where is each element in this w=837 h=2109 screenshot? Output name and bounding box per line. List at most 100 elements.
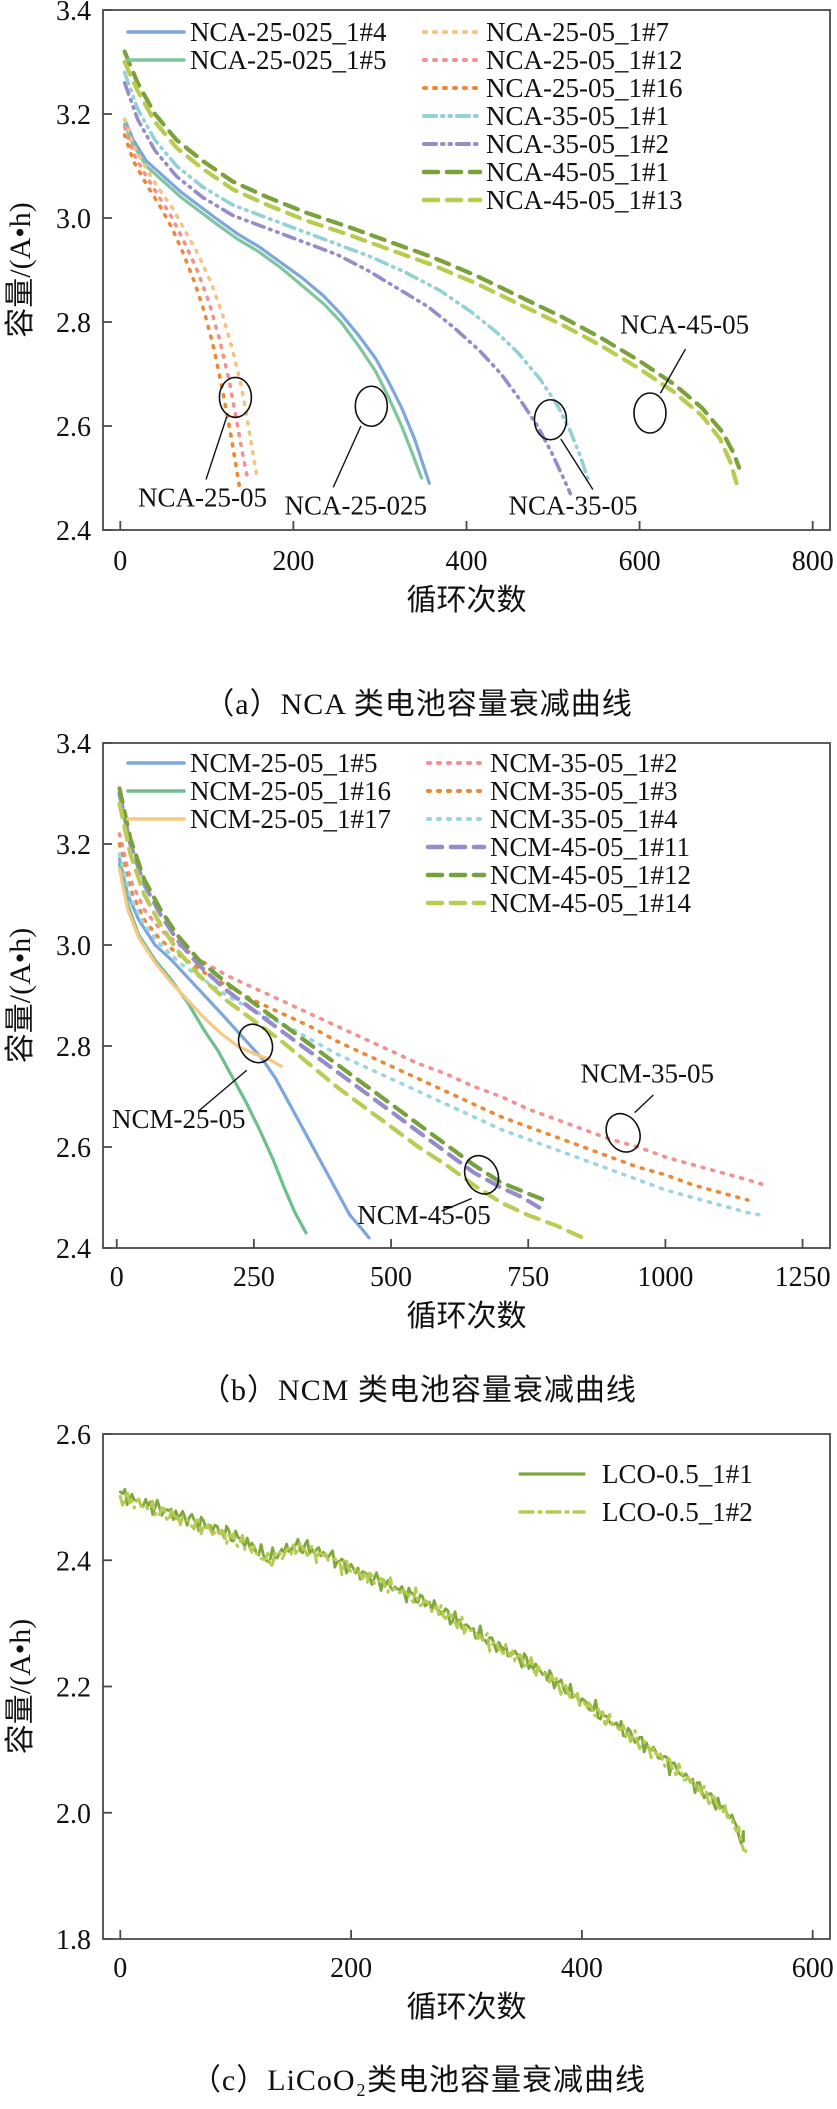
legend-label: NCA-35-05_1#1 [486,101,669,131]
annotation-circle [605,1112,641,1153]
x-tick-label: 200 [272,546,314,577]
y-tick-label: 3.2 [56,830,91,861]
annotation-label: NCM-45-05 [357,1200,491,1230]
annotation-circle [633,392,667,434]
y-tick-label: 3.4 [56,733,91,760]
series-NCM-35-05_1#4 [117,852,764,1218]
series-NCA-35-05_1#2 [122,81,573,496]
legend-label: NCA-25-025_1#5 [190,45,387,75]
annotation-leader [441,1197,472,1212]
x-tick-label: 500 [370,1262,412,1293]
annotation-circle [463,1154,500,1195]
annotation-leader [659,348,687,394]
nca-capacity-fade-chart: 0 200 400 600 800 2.4 2.6 2.8 3.0 3.2 3.4 循环次数 容量/(A… [4,0,834,617]
caption-b: （b）NCM 类电池容量衰减曲线 [200,1374,637,1407]
y-tick-label: 2.6 [56,1133,91,1164]
series-NCA-25-025_1#4 [122,117,431,485]
x-tick-label: 750 [507,1262,549,1293]
y-tick-label: 3.0 [56,931,91,962]
y-axis-label: 容量/(A•h) [4,202,37,337]
series-NCM-35-05_1#2 [117,832,767,1187]
y-tick-label: 2.4 [56,1234,91,1265]
legend-label: NCM-45-05_1#14 [490,888,691,918]
x-tick-label: 600 [619,546,661,577]
series-LCO-0.5_1#2 [118,1489,748,1853]
x-tick-label: 600 [792,1953,834,1984]
legend-label: NCA-45-05_1#1 [486,157,669,187]
y-axis-label: 容量/(A•h) [4,1619,37,1754]
annotation-leader [634,1094,654,1114]
series-NCM-45-05_1#14 [117,801,591,1243]
legend-label: NCM-25-05_1#17 [190,804,391,834]
annotation-circle [237,1023,274,1064]
caption-c: （c）LiCoO₂类电池容量衰减曲线 [190,2064,647,2097]
annotation-circle [354,385,389,428]
series-NCM-25-05_1#5 [117,857,371,1240]
y-tick-label: 1.8 [56,1925,91,1956]
y-tick-label: 3.4 [56,0,91,27]
y-tick-label: 3.0 [56,204,91,235]
y-tick-label: 2.4 [56,1546,91,1577]
series-NCA-25-025_1#5 [122,122,424,480]
series-NCA-45-05_1#13 [122,59,739,486]
annotation-label: NCA-25-025 [284,490,427,520]
legend-label: NCA-25-025_1#4 [190,17,387,47]
series-NCM-45-05_1#11 [117,791,542,1210]
x-tick-label: 400 [561,1953,603,1984]
ncm-capacity-fade-figure: 0 250 500 750 1000 1250 2.4 2.6 2.8 3.0 3.2 3.4 循环次数… [0,733,837,1409]
series-NCA-45-05_1#1 [122,49,742,470]
caption-a: （a）NCA 类电池容量衰减曲线 [204,688,633,721]
annotation-label: NCA-25-05 [138,483,267,513]
series-NCM-25-05_1#17 [117,867,283,1068]
legend-label: NCM-35-05_1#3 [490,776,678,806]
annotations: NCM-25-05 NCM-45-05 NCM-35-05 [112,1023,715,1230]
annotation-label: NCA-45-05 [620,309,749,339]
legend-label: NCM-35-05_1#2 [490,748,678,778]
legend: LCO-0.5_1#1 LCO-0.5_1#2 [518,1459,753,1527]
y-axis-label: 容量/(A•h) [4,928,37,1063]
legend-label: NCA-25-05_1#7 [486,17,669,47]
annotation-circle [218,376,253,419]
annotation-circle [533,398,568,441]
series-NCA-25-05_1#12 [122,125,250,480]
legend-label: NCA-25-05_1#12 [486,45,683,75]
x-tick-label: 0 [113,546,127,577]
y-tick-label: 2.6 [56,1420,91,1451]
x-tick-label: 0 [110,1262,124,1293]
annotation-label: NCM-35-05 [581,1058,715,1088]
y-tick-label: 2.2 [56,1673,91,1704]
y-tick-label: 2.4 [56,516,91,547]
series-LCO-0.5_1#1 [118,1487,745,1845]
annotation-leader [205,416,228,480]
annotation-leader [332,425,362,488]
annotation-leader [560,438,594,490]
x-tick-label: 1250 [775,1262,831,1293]
series-NCM-45-05_1#12 [117,786,553,1205]
annotation-label: NCM-25-05 [112,1104,246,1134]
legend: NCM-25-05_1#5NCM-25-05_1#16NCM-25-05_1#1… [126,748,691,918]
annotation-label: NCA-35-05 [508,490,637,520]
ncm-capacity-fade-chart: 0 250 500 750 1000 1250 2.4 2.6 2.8 3.0 3.2 3.4 循环次数… [4,733,831,1333]
legend-label: NCM-45-05_1#12 [490,860,691,890]
legend-label: NCM-25-05_1#5 [190,748,378,778]
x-axis-label: 循环次数 [407,1300,527,1333]
legend-label: NCA-25-05_1#16 [486,73,683,103]
x-tick-label: 400 [446,546,488,577]
series-NCM-25-05_1#16 [117,862,308,1235]
x-tick-label: 1000 [637,1262,693,1293]
annotations: NCA-25-05 NCA-25-025 NCA-35-05 NCA-45-05 [138,309,749,520]
x-tick-label: 250 [233,1262,275,1293]
series-group [117,786,767,1243]
series-NCA-25-05_1#16 [122,133,242,491]
legend-label: NCA-45-05_1#13 [486,185,683,215]
y-tick-label: 2.8 [56,308,91,339]
series-group [118,1487,748,1853]
annotation-leader [198,1069,248,1112]
y-tick-label: 3.2 [56,100,91,131]
legend-label: LCO-0.5_1#1 [602,1459,753,1489]
axes: 0 200 400 600 800 2.4 2.6 2.8 3.0 3.2 3.4 循环次数 容量/(A… [4,0,834,617]
legend-label: NCA-35-05_1#2 [486,129,669,159]
x-tick-label: 0 [113,1953,127,1984]
